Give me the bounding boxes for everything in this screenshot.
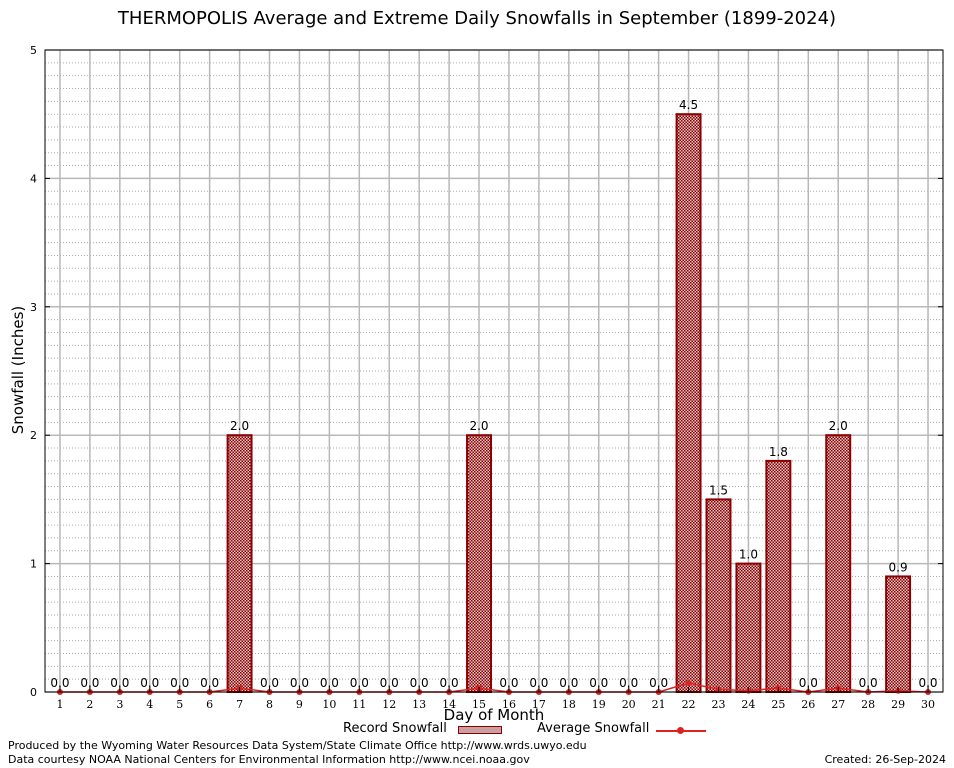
data-label: 0.9 xyxy=(889,560,908,574)
data-label: 1.8 xyxy=(769,445,788,459)
data-label: 2.0 xyxy=(230,419,249,433)
data-label: 0.0 xyxy=(649,676,668,690)
data-label: 0.0 xyxy=(559,676,578,690)
record-bar xyxy=(825,434,852,693)
average-point xyxy=(685,680,692,687)
x-tick-label: 19 xyxy=(592,698,606,711)
y-tick-label: 4 xyxy=(30,172,37,185)
x-tick-label: 7 xyxy=(236,698,243,711)
record-bar xyxy=(765,459,792,693)
record-bars xyxy=(226,113,912,693)
y-tick-label: 2 xyxy=(30,429,37,442)
x-tick-label: 12 xyxy=(382,698,396,711)
x-tick-label: 25 xyxy=(771,698,785,711)
data-label: 0.0 xyxy=(859,676,878,690)
x-tick-label: 22 xyxy=(682,698,696,711)
x-tick-label: 13 xyxy=(412,698,426,711)
x-tick-label: 17 xyxy=(532,698,546,711)
x-tick-label: 29 xyxy=(891,698,905,711)
credit-line-2: Data courtesy NOAA National Centers for … xyxy=(8,753,530,766)
x-tick-label: 24 xyxy=(741,698,755,711)
legend-record-label: Record Snowfall xyxy=(343,721,447,736)
data-label: 0.0 xyxy=(350,676,369,690)
credit-line-1: Produced by the Wyoming Water Resources … xyxy=(8,739,587,752)
legend-record-swatch xyxy=(458,726,502,734)
x-tick-label: 10 xyxy=(322,698,336,711)
x-tick-label: 9 xyxy=(296,698,303,711)
record-bar xyxy=(735,562,762,693)
x-tick-label: 6 xyxy=(206,698,213,711)
data-label: 1.0 xyxy=(739,548,758,562)
data-label: 0.0 xyxy=(50,676,69,690)
legend-average-label: Average Snowfall xyxy=(537,721,650,736)
data-label: 0.0 xyxy=(110,676,129,690)
plot-frame xyxy=(44,49,944,693)
grid xyxy=(45,49,943,693)
record-bar xyxy=(466,434,493,693)
x-axis-label: Day of Month xyxy=(443,706,545,724)
data-label: 0.0 xyxy=(140,676,159,690)
data-label: 0.0 xyxy=(529,676,548,690)
y-tick-label: 5 xyxy=(30,44,37,57)
data-label: 0.0 xyxy=(170,676,189,690)
data-label: 0.0 xyxy=(589,676,608,690)
created-date: Created: 26-Sep-2024 xyxy=(824,753,946,766)
data-label: 0.0 xyxy=(320,676,339,690)
x-tick-label: 28 xyxy=(861,698,875,711)
x-tick-label: 8 xyxy=(266,698,273,711)
y-tick-label: 1 xyxy=(30,558,37,571)
data-label: 0.0 xyxy=(80,676,99,690)
record-bar xyxy=(705,498,732,693)
data-label: 0.0 xyxy=(410,676,429,690)
data-label: 2.0 xyxy=(469,419,488,433)
x-tick-label: 23 xyxy=(712,698,726,711)
data-label: 4.5 xyxy=(679,98,698,112)
data-label: 2.0 xyxy=(829,419,848,433)
data-label: 0.0 xyxy=(619,676,638,690)
x-tick-label: 14 xyxy=(442,698,456,711)
x-tick-label: 2 xyxy=(86,698,93,711)
x-tick-label: 16 xyxy=(502,698,516,711)
data-labels: 0.0 0.0 0.0 0.0 0.0 0.0 2.0 0.0 0.0 0.0 0.0 0.0 0.0 0… xyxy=(50,98,937,690)
x-tick-label: 15 xyxy=(472,698,486,711)
data-label: 0.0 xyxy=(918,676,937,690)
x-tick-label: 5 xyxy=(176,698,183,711)
data-label: 0.0 xyxy=(799,676,818,690)
data-label: 1.5 xyxy=(709,483,728,497)
chart-title: THERMOPOLIS Average and Extreme Daily Sn… xyxy=(117,8,837,29)
record-bar xyxy=(675,113,702,693)
x-tick-label: 27 xyxy=(831,698,845,711)
data-label: 0.0 xyxy=(499,676,518,690)
x-tick-label: 18 xyxy=(562,698,576,711)
x-tick-label: 21 xyxy=(652,698,666,711)
legend-average-marker xyxy=(677,727,684,734)
y-tick-label: 3 xyxy=(30,301,37,314)
x-tick-label: 20 xyxy=(622,698,636,711)
record-bar xyxy=(226,434,253,693)
data-label: 0.0 xyxy=(200,676,219,690)
x-tick-label: 4 xyxy=(146,698,153,711)
x-tick-label: 1 xyxy=(56,698,63,711)
x-tick-label: 30 xyxy=(921,698,935,711)
y-tick-label: 0 xyxy=(30,686,37,699)
data-label: 0.0 xyxy=(380,676,399,690)
x-tick-label: 11 xyxy=(352,698,366,711)
data-label: 0.0 xyxy=(290,676,309,690)
x-tick-label: 3 xyxy=(116,698,123,711)
data-label: 0.0 xyxy=(260,676,279,690)
x-tick-label: 26 xyxy=(801,698,815,711)
data-label: 0.0 xyxy=(440,676,459,690)
record-bar xyxy=(885,575,912,693)
